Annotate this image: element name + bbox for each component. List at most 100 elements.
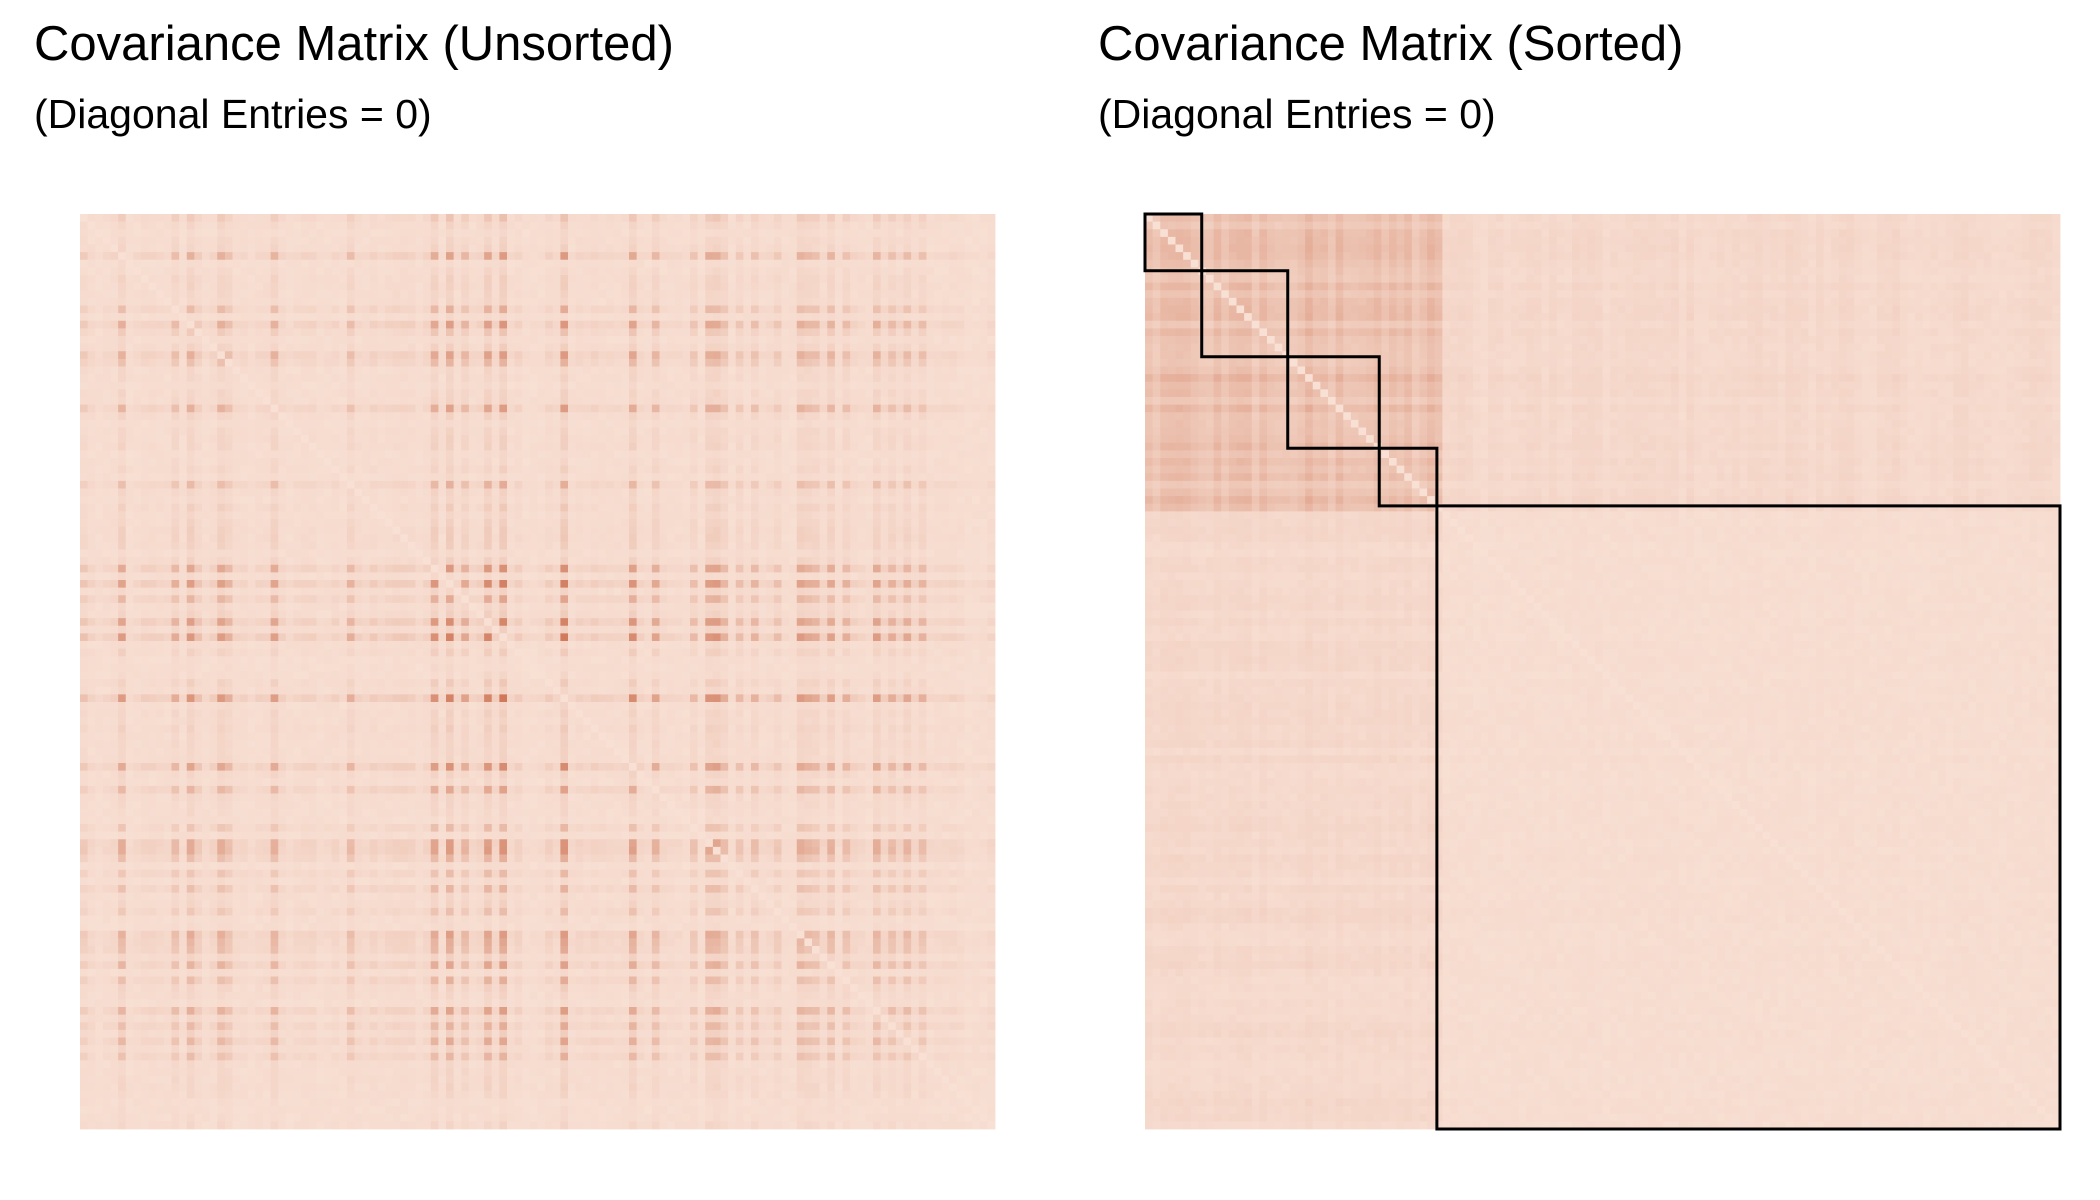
heatmap-cell [636,275,645,284]
heatmap-cell [903,297,912,306]
heatmap-cell [819,427,828,436]
heatmap-cell [888,267,897,276]
heatmap-cell [423,427,432,436]
heatmap-cell [735,259,744,268]
heatmap-cell [171,458,180,467]
heatmap-cell [781,458,790,467]
heatmap-cell [629,320,638,329]
heatmap-cell [705,374,714,383]
heatmap-cell [171,503,180,512]
heatmap-cell [446,275,455,284]
heatmap-cell [568,519,577,528]
heatmap-cell [796,465,805,474]
heatmap-cell [873,511,882,520]
heatmap-cell [651,458,660,467]
heatmap-cell [636,488,645,497]
heatmap-cell [956,435,965,444]
heatmap-cell [888,351,897,360]
heatmap-cell [697,214,706,223]
heatmap-cell [568,526,577,535]
heatmap-cell [453,511,462,520]
heatmap-cell [934,214,943,223]
heatmap-cell [446,297,455,306]
heatmap-cell [110,442,119,451]
heatmap-cell [346,328,355,337]
heatmap-cell [743,458,752,467]
heatmap-cell [941,458,950,467]
heatmap-cell [255,290,264,299]
heatmap-cell [491,244,500,253]
heatmap-cell [850,275,859,284]
heatmap-cell [133,511,142,520]
heatmap-cell [202,480,211,489]
heatmap-cell [522,412,531,421]
heatmap-cell [644,282,653,291]
heatmap-cell [667,465,676,474]
heatmap-cell [926,450,935,459]
heatmap-cell [651,389,660,398]
heatmap-cell [278,275,287,284]
heatmap-cell [514,442,523,451]
heatmap-cell [743,305,752,314]
heatmap-cell [895,267,904,276]
heatmap-cell [621,465,630,474]
heatmap-cell [247,381,256,390]
heatmap-cell [415,473,424,482]
heatmap-cell [728,328,737,337]
heatmap-cell [918,412,927,421]
heatmap-cell [796,290,805,299]
heatmap-cell [202,442,211,451]
heatmap-cell [583,336,592,345]
heatmap-cell [575,328,584,337]
heatmap-cell [789,297,798,306]
heatmap-cell [331,473,340,482]
heatmap-cell [766,397,775,406]
heatmap-cell [171,450,180,459]
heatmap-cell [102,282,111,291]
heatmap-cell [308,229,317,238]
heatmap-cell [934,275,943,284]
heatmap-cell [301,282,310,291]
heatmap-cell [232,381,241,390]
heatmap-cell [217,214,226,223]
heatmap-cell [293,328,302,337]
heatmap-cell [972,275,981,284]
heatmap-cell [895,297,904,306]
heatmap-cell [476,267,485,276]
heatmap-cell [773,358,782,367]
heatmap-cell [636,328,645,337]
heatmap-cell [979,282,988,291]
heatmap-cell [857,427,866,436]
heatmap-cell [857,412,866,421]
heatmap-cell [362,366,371,375]
heatmap-cell [491,259,500,268]
heatmap-cell [316,480,325,489]
heatmap-cell [636,351,645,360]
heatmap-cell [903,412,912,421]
heatmap-cell [956,290,965,299]
heatmap-cell [476,496,485,505]
heatmap-cell [751,305,760,314]
heatmap-cell [865,511,874,520]
heatmap-cell [194,389,203,398]
heatmap-cell [606,465,615,474]
heatmap-cell [102,320,111,329]
heatmap-cell [857,473,866,482]
heatmap-cell [766,343,775,352]
heatmap-cell [659,427,668,436]
heatmap-cell [804,305,813,314]
heatmap-cell [956,374,965,383]
heatmap-cell [346,496,355,505]
heatmap-cell [453,236,462,245]
heatmap-cell [697,336,706,345]
heatmap-cell [621,496,630,505]
heatmap-cell [133,480,142,489]
heatmap-cell [209,404,218,413]
heatmap-cell [423,336,432,345]
heatmap-cell [430,519,439,528]
heatmap-cell [690,290,699,299]
heatmap-cell [827,275,836,284]
heatmap-cell [240,214,249,223]
heatmap-cell [102,473,111,482]
heatmap-cell [324,358,333,367]
